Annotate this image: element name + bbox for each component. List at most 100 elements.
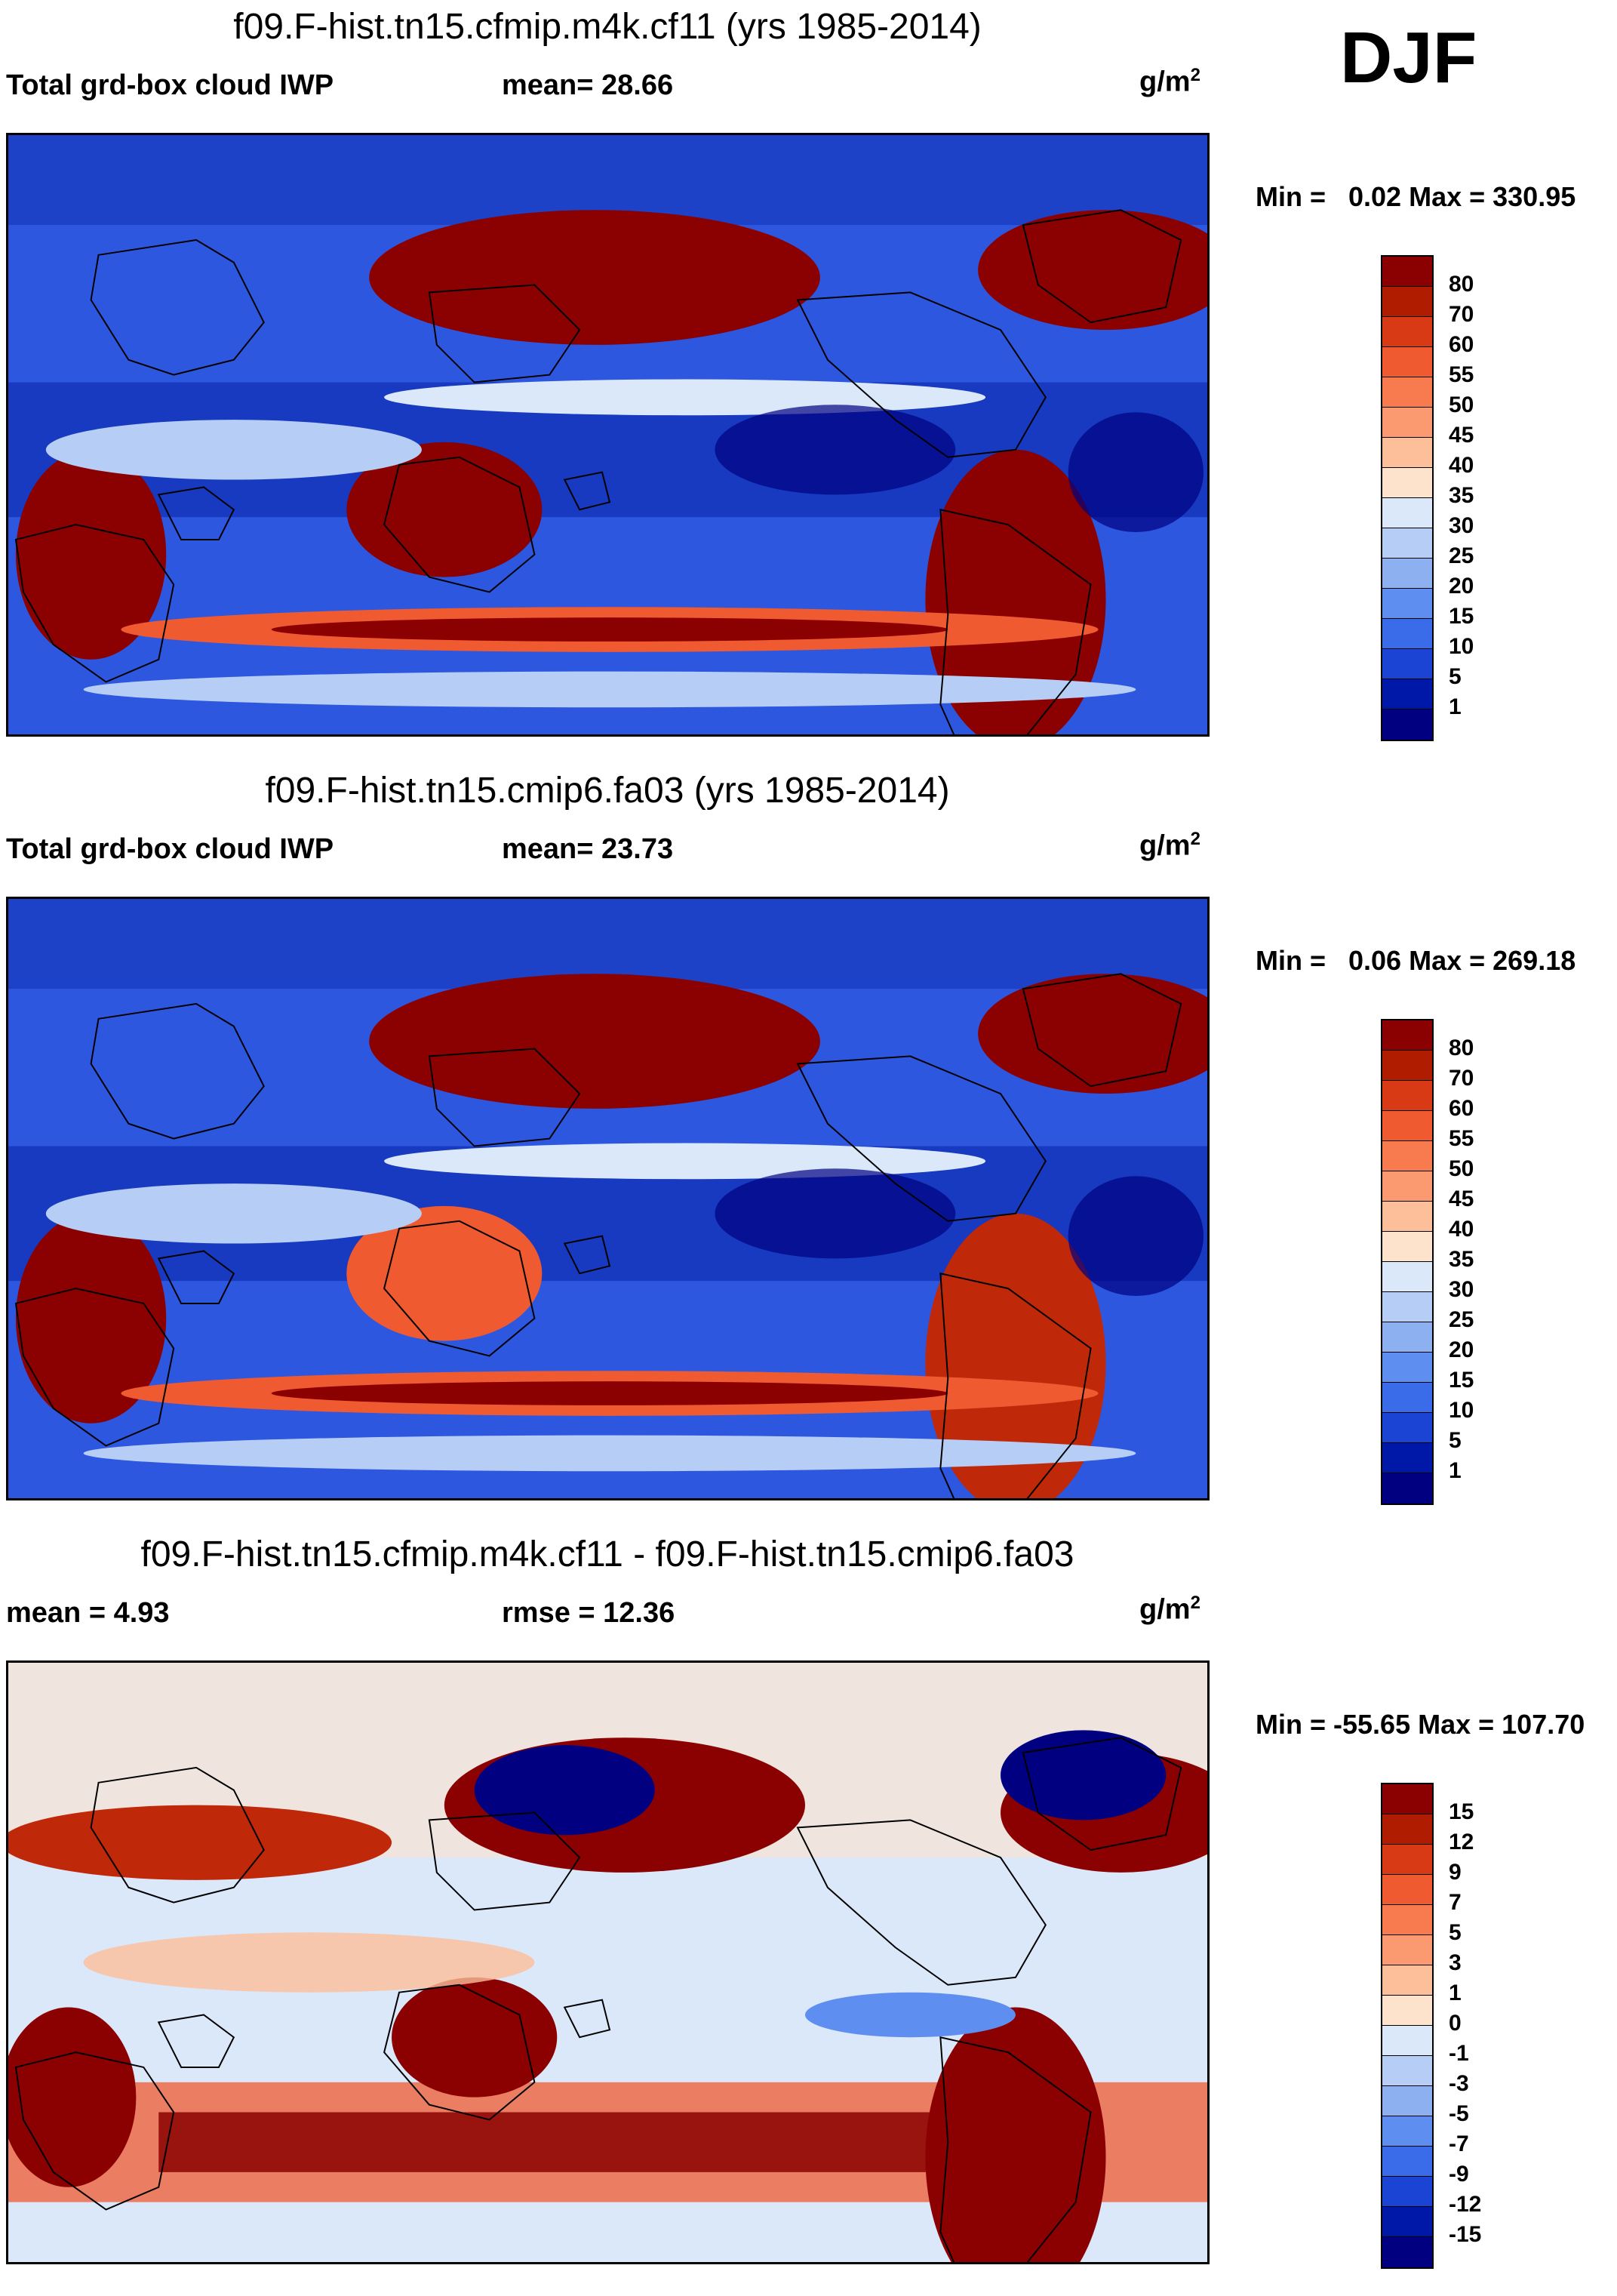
- colorbar-cell: [1382, 1413, 1432, 1443]
- map-svg: [8, 899, 1207, 1498]
- field-blob: [83, 1932, 535, 1993]
- panel-title: f09.F-hist.tn15.cmip6.fa03 (yrs 1985-201…: [265, 771, 950, 811]
- coastline: [383, 456, 536, 593]
- colorbar-tick-label: 70: [1449, 1066, 1474, 1091]
- colorbar-cell: [1382, 317, 1432, 347]
- colorbar-cell: [1382, 1202, 1432, 1232]
- colorbar-tick-label: 25: [1449, 1307, 1474, 1332]
- colorbar-cell: [1382, 1232, 1432, 1262]
- coastline: [428, 1811, 581, 1911]
- colorbar-cell: [1382, 1051, 1432, 1081]
- colorbar-tick-label: 80: [1449, 272, 1474, 297]
- coastlines: [14, 209, 1182, 734]
- coastline: [1022, 973, 1182, 1088]
- panel-title: f09.F-hist.tn15.cfmip.m4k.cf11 - f09.F-h…: [140, 1534, 1074, 1574]
- coastline: [14, 2051, 175, 2211]
- colorbar-cell: [1382, 287, 1432, 317]
- colorbar-tick-label: 15: [1449, 1799, 1474, 1824]
- colorbar-cell: [1382, 619, 1432, 649]
- coastline: [563, 471, 611, 511]
- coastline: [796, 1819, 1047, 1986]
- colorbar-cell: [1382, 589, 1432, 619]
- colorbar-tick-label: 1: [1449, 1458, 1462, 1483]
- panel-fa03: f09.F-hist.tn15.cmip6.fa03 (yrs 1985-201…: [0, 770, 1617, 1532]
- coastline: [796, 291, 1047, 458]
- colorbar-cell: [1382, 408, 1432, 438]
- colorbar-tick-label: 35: [1449, 1247, 1474, 1272]
- coastline: [157, 1250, 235, 1304]
- colorbar-cell: [1382, 1020, 1432, 1051]
- colorbar: [1381, 1783, 1434, 2269]
- colorbar-cell: [1382, 1141, 1432, 1171]
- coastline: [1022, 209, 1182, 324]
- colorbar-tick-label: 3: [1449, 1950, 1462, 1975]
- panel-diff: f09.F-hist.tn15.cfmip.m4k.cf11 - f09.F-h…: [0, 1534, 1617, 2296]
- coastline: [428, 1048, 581, 1147]
- colorbar-tick-label: 5: [1449, 664, 1462, 689]
- colorbar-cell: [1382, 1814, 1432, 1845]
- colorbar-cell: [1382, 2177, 1432, 2207]
- colorbar-cell: [1382, 2237, 1432, 2267]
- rmse-label: rmse = 12.36: [502, 1597, 675, 1629]
- colorbar-tick-label: 55: [1449, 362, 1474, 387]
- colorbar-cell: [1382, 1845, 1432, 1875]
- coastline: [428, 284, 581, 383]
- colorbar-cell: [1382, 1905, 1432, 1935]
- unit-label: g/m2: [1139, 65, 1200, 98]
- colorbar-tick-label: 60: [1449, 332, 1474, 357]
- minmax-label: Min = -55.65 Max = 107.70: [1256, 1709, 1585, 1740]
- field-blob: [978, 974, 1207, 1094]
- field-blob: [715, 405, 956, 495]
- colorbar-tick-label: 15: [1449, 604, 1474, 629]
- colorbar-tick-label: 40: [1449, 1217, 1474, 1242]
- field-blob: [8, 2007, 137, 2187]
- colorbar-cell: [1382, 528, 1432, 559]
- coastline: [14, 1288, 175, 1447]
- coastline: [90, 239, 265, 376]
- field-blob: [369, 210, 820, 345]
- field-layer: [8, 899, 1207, 1498]
- field-blob: [45, 420, 422, 480]
- unit-label: g/m2: [1139, 1593, 1200, 1626]
- field-blob: [384, 1143, 986, 1180]
- colorbar-cell: [1382, 1111, 1432, 1141]
- colorbar-tick-label: 30: [1449, 513, 1474, 538]
- field-blob: [392, 1977, 558, 2097]
- coastline: [383, 1220, 536, 1357]
- colorbar-cell: [1382, 1965, 1432, 1996]
- field-blob: [346, 1205, 543, 1341]
- colorbar-tick-label: 0: [1449, 2011, 1462, 2036]
- variable-label: Total grd-box cloud IWP: [6, 69, 334, 101]
- colorbar-cell: [1382, 257, 1432, 287]
- field-blob: [925, 449, 1106, 734]
- colorbar-tick-label: 40: [1449, 453, 1474, 478]
- colorbar-cell: [1382, 1322, 1432, 1353]
- colorbar-cell: [1382, 438, 1432, 468]
- colorbar: [1381, 255, 1434, 741]
- colorbar-cell: [1382, 1996, 1432, 2026]
- colorbar-tick-label: 5: [1449, 1428, 1462, 1453]
- mean-label: mean = 4.93: [6, 1597, 170, 1629]
- colorbar-tick-label: -9: [1449, 2162, 1469, 2187]
- map-svg: [8, 1663, 1207, 2262]
- variable-label: Total grd-box cloud IWP: [6, 833, 334, 865]
- field-layer: [8, 135, 1207, 734]
- colorbar-cell: [1382, 1262, 1432, 1292]
- colorbar-tick-label: 15: [1449, 1368, 1474, 1393]
- colorbar-tick-label: 50: [1449, 1156, 1474, 1181]
- colorbar-cell: [1382, 1443, 1432, 1473]
- field-blob: [1068, 412, 1204, 533]
- coastline: [14, 524, 175, 683]
- field-blob: [1001, 1730, 1167, 1820]
- coastlines: [14, 1737, 1182, 2262]
- colorbar-tick-label: 20: [1449, 1337, 1474, 1362]
- colorbar-tick-label: -15: [1449, 2222, 1482, 2247]
- colorbar-cell: [1382, 2026, 1432, 2056]
- colorbar-tick-label: -1: [1449, 2041, 1469, 2066]
- field-band: [8, 899, 1207, 989]
- field-blob: [978, 210, 1207, 331]
- colorbar-cell: [1382, 1292, 1432, 1322]
- field-blob: [1068, 1176, 1204, 1297]
- field-blob: [83, 1435, 1136, 1472]
- colorbar-cell: [1382, 709, 1432, 740]
